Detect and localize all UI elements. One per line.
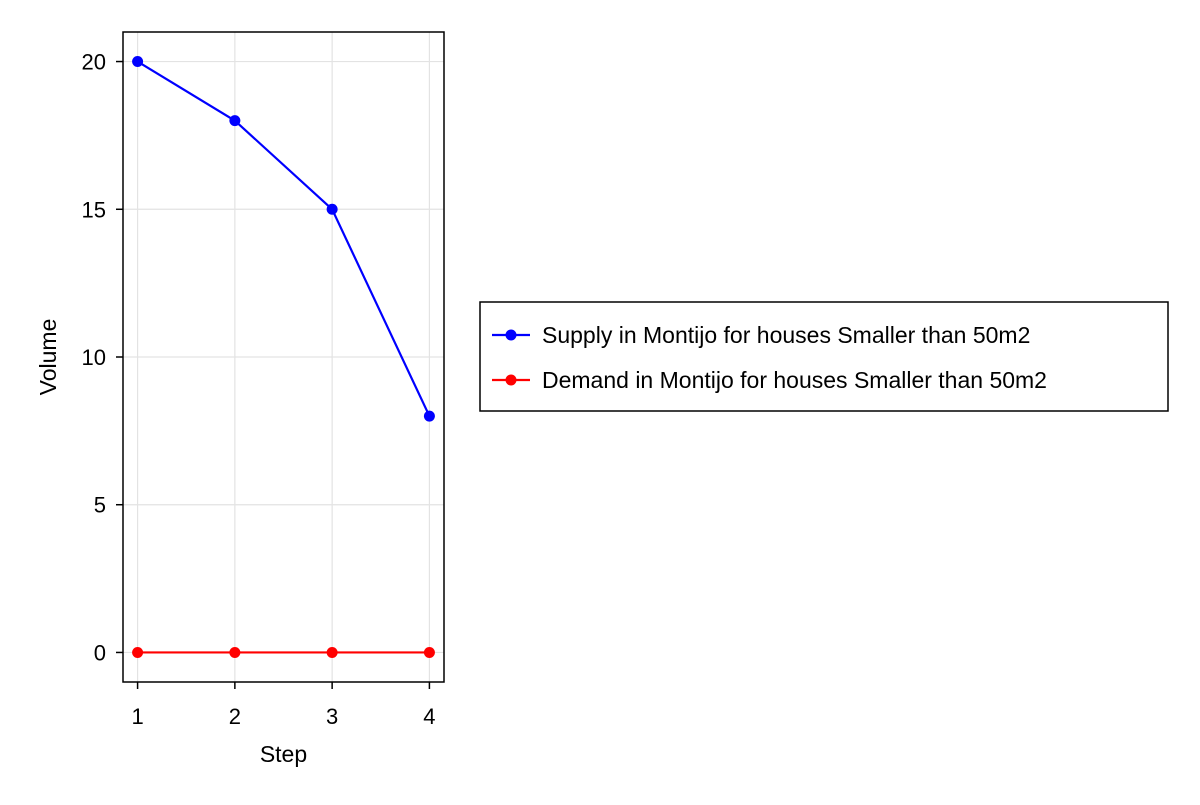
data-point (423, 646, 435, 658)
x-tick-label: 4 (423, 704, 435, 729)
y-tick-label: 15 (82, 197, 106, 222)
data-point (229, 115, 241, 127)
x-axis-label: Step (260, 741, 307, 767)
x-tick-label: 2 (229, 704, 241, 729)
y-tick-label: 0 (94, 640, 106, 665)
legend-label: Supply in Montijo for houses Smaller tha… (542, 322, 1030, 348)
y-tick-label: 5 (94, 493, 106, 518)
data-point (326, 203, 338, 215)
data-point (229, 646, 241, 658)
axis-layer: 1 2 3 4 0 5 10 15 20 (82, 50, 436, 729)
series-line (137, 60, 431, 417)
legend-marker (505, 374, 517, 386)
legend-box (479, 301, 1169, 412)
y-tick-label: 10 (82, 345, 106, 370)
data-point (423, 410, 435, 422)
y-tick-label: 20 (82, 50, 106, 75)
data-point (132, 56, 144, 68)
legend-label: Demand in Montijo for houses Smaller tha… (542, 367, 1047, 393)
grid-layer (123, 32, 444, 682)
data-point (326, 646, 338, 658)
y-axis-label: Volume (35, 319, 61, 396)
x-tick-label: 3 (326, 704, 338, 729)
x-tick-label: 1 (131, 704, 143, 729)
data-point (132, 646, 144, 658)
series-layer (132, 56, 435, 658)
legend-marker (505, 329, 517, 341)
legend: Supply in Montijo for houses Smaller tha… (479, 301, 1169, 412)
